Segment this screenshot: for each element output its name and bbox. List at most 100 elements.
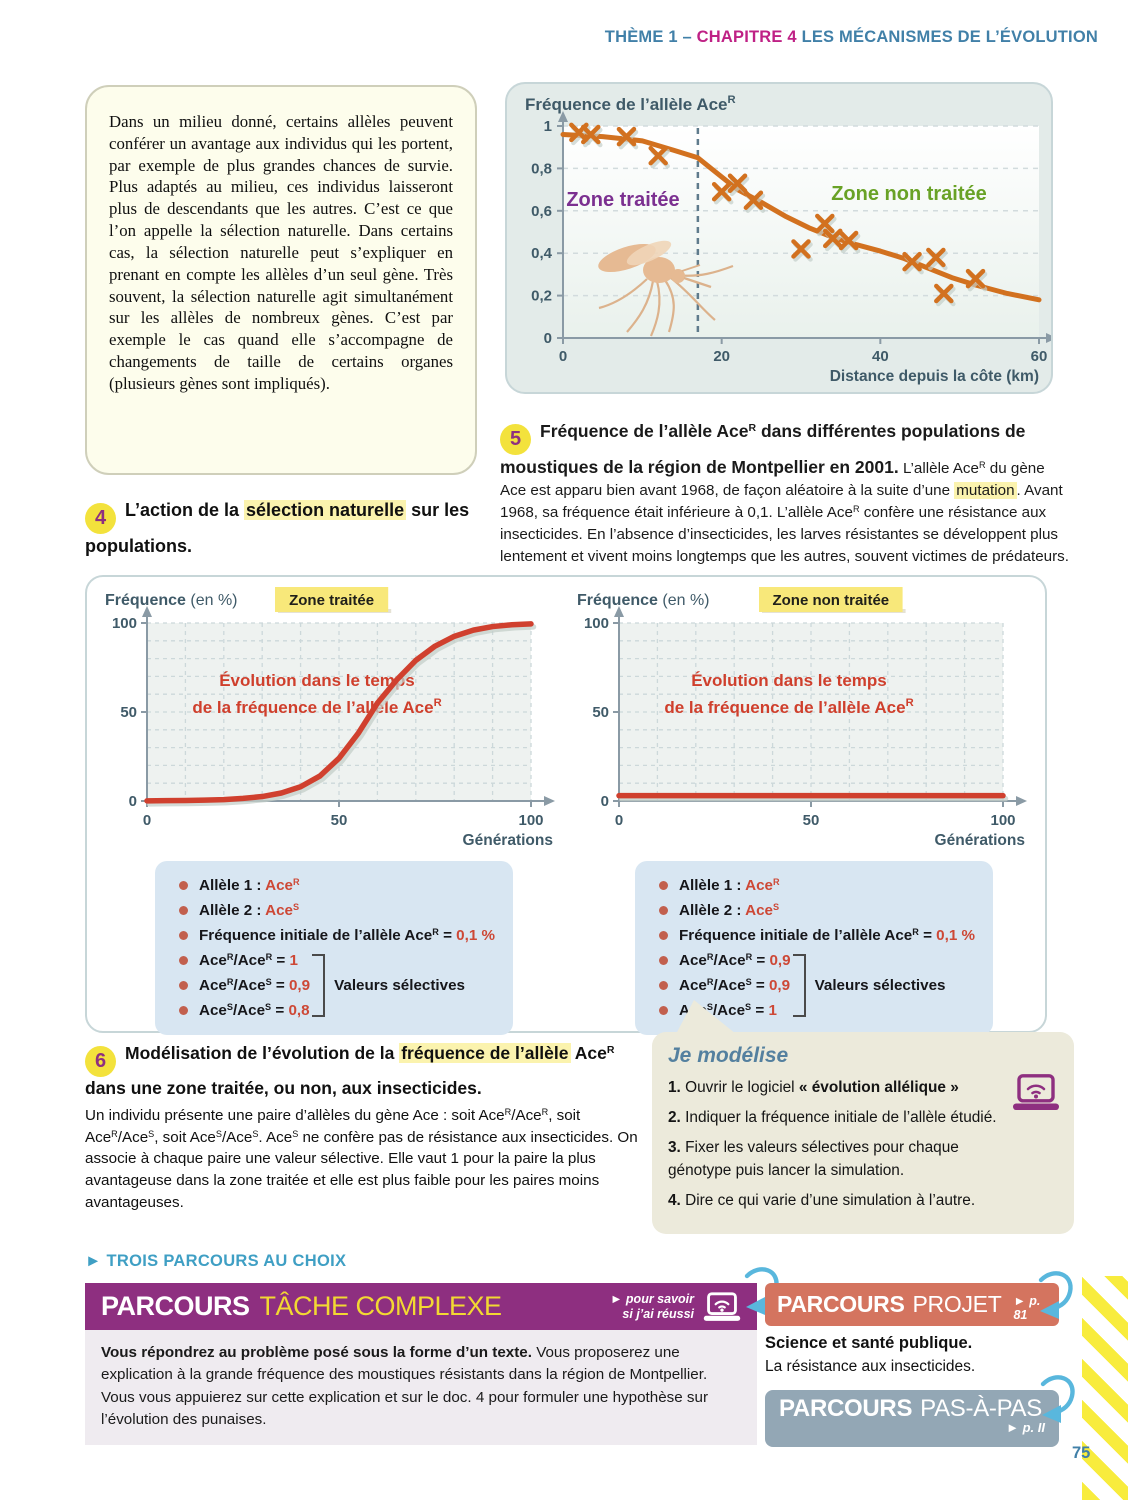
doc5-caption: 5 Fréquence de l’allèle AceR dans différe… (500, 419, 1072, 568)
parcours-tache-complexe: PARCOURS TÂCHE COMPLEXE ► pour savoir si … (85, 1283, 757, 1446)
tache-complexe-banner[interactable]: PARCOURS TÂCHE COMPLEXE ► pour savoir si … (85, 1283, 757, 1330)
doc-badge-6: 6 (85, 1046, 116, 1077)
svg-text:20: 20 (713, 348, 730, 365)
svg-text:Évolution dans le temps: Évolution dans le temps (219, 671, 415, 690)
svg-text:100: 100 (990, 812, 1015, 829)
je-step: 3. Fixer les valeurs sélectives pour cha… (668, 1139, 959, 1180)
scatter-points (569, 122, 988, 307)
header-chapter: THÈME 1 – CHAPITRE 4 LES MÉCANISMES DE L… (605, 28, 1098, 47)
projet-label: PROJET (912, 1291, 1002, 1317)
parcours-pas-a-pas-banner[interactable]: PARCOURS PAS-À-PAS ► p. II (765, 1390, 1059, 1447)
zone-tag (275, 587, 389, 612)
triangle-icon: ► (85, 1252, 102, 1270)
parcours-projet-banner[interactable]: PARCOURS PROJET ► p. 81 (765, 1283, 1059, 1326)
svg-text:Générations: Générations (463, 832, 553, 849)
legend-item: Fréquence initiale de l’allèle AceR = 0,… (659, 923, 981, 948)
svg-text:de la fréquence de l’allèle Ac: de la fréquence de l’allèle AceR (192, 697, 441, 717)
legend-treated: Allèle 1 : AceR Allèle 2 : AceS Fréquence … (155, 861, 513, 1035)
svg-text:Zone traitée: Zone traitée (566, 189, 679, 211)
bullet-icon (659, 931, 668, 940)
parcours-heading: ► TROIS PARCOURS AU CHOIX (85, 1252, 346, 1271)
svg-text:Fréquence de l’allèle AceR: Fréquence de l’allèle AceR (525, 94, 736, 114)
bullet-icon (659, 956, 668, 965)
svg-text:40: 40 (872, 348, 889, 365)
parcours-label: PARCOURS (777, 1291, 905, 1317)
svg-text:Zone non traitée: Zone non traitée (772, 592, 889, 609)
doc5-caption-body: L’allèle AceR du gène Ace est apparu bie… (500, 460, 1069, 566)
doc5-caption-title: Fréquence de l’allèle AceR dans différen… (500, 421, 1026, 478)
pour-savoir-label: ► pour savoir si j’ai réussi (610, 1291, 694, 1321)
doc6-simulation-box: 0 50 100 0 50 100 Générations Fréquence (en %) Z… (85, 575, 1047, 1035)
legend-item: Allèle 2 : AceS (659, 898, 981, 923)
projet-desc-text: La résistance aux insecticides. (765, 1358, 976, 1375)
bullet-icon (659, 881, 668, 890)
je-step: 2. Indiquer la fréquence initiale de l’a… (668, 1109, 997, 1127)
bullet-icon (659, 906, 668, 915)
doc6-caption-body: Un individu présente une paire d’allèles… (85, 1106, 638, 1212)
doc4-text-box: Dans un milieu donné, certains allèles p… (85, 85, 477, 475)
bullet-icon (179, 981, 188, 990)
selective-values-label: Valeurs sélectives (334, 977, 465, 994)
legend-item: Allèle 2 : AceS (179, 898, 501, 923)
svg-text:Zone traitée: Zone traitée (289, 592, 374, 609)
sim-chart-treated: 0 50 100 0 50 100 Générations Fréquence (en %) Z… (105, 587, 555, 849)
bracket (312, 954, 326, 1017)
svg-text:Générations: Générations (935, 832, 1025, 849)
chapter-title: LES MÉCANISMES DE L’ÉVOLUTION (801, 28, 1098, 46)
pour-savoir-link[interactable]: ► pour savoir si j’ai réussi (610, 1292, 741, 1322)
je-modelise-box: Je modélise 1. Ouvrir le logiciel « évol… (652, 1000, 1074, 1234)
legend-item: Allèle 1 : AceR (659, 873, 981, 898)
frequency-curve (144, 621, 534, 804)
je-modelise-steps: 1. Ouvrir le logiciel « évolution alléli… (668, 1076, 1058, 1213)
bullet-icon (179, 956, 188, 965)
svg-text:0,8: 0,8 (531, 160, 552, 177)
svg-text:50: 50 (803, 812, 820, 829)
svg-text:100: 100 (518, 812, 543, 829)
svg-text:Distance depuis la côte (km): Distance depuis la côte (km) (830, 368, 1039, 385)
laptop-wifi-icon (1012, 1074, 1060, 1116)
svg-text:50: 50 (120, 704, 137, 721)
legend-item: AceS/AceS = 0,8 (179, 998, 310, 1023)
doc4-text: Dans un milieu donné, certains allèles p… (109, 112, 453, 393)
je-step: 4. Dire ce qui varie d’une simulation à … (668, 1192, 976, 1210)
svg-text:100: 100 (584, 615, 609, 632)
bullet-icon (179, 906, 188, 915)
svg-text:0: 0 (129, 793, 137, 810)
projet-page-ref[interactable]: ► p. 81 (1013, 1294, 1041, 1322)
svg-text:Fréquence (en %): Fréquence (en %) (577, 592, 710, 609)
doc5-chart-box: 0 0,2 0,4 0,6 0,8 1 0 20 40 60 Distance depuis la … (505, 82, 1057, 394)
legend-item: Fréquence initiale de l’allèle AceR = 0,… (179, 923, 501, 948)
svg-text:de la fréquence de l’allèle Ac: de la fréquence de l’allèle AceR (664, 697, 913, 717)
doc4-caption-text: L’action de la sélection naturelle sur l… (85, 500, 470, 556)
legend-item: AceR/AceS = 0,9 (659, 973, 791, 998)
svg-text:0: 0 (601, 793, 609, 810)
speech-tail (676, 1000, 736, 1034)
parcours-label: PARCOURS (779, 1395, 913, 1422)
bullet-icon (179, 931, 188, 940)
doc-badge-5: 5 (500, 424, 531, 456)
svg-text:Évolution dans le temps: Évolution dans le temps (691, 671, 887, 690)
doc-badge-4: 4 (85, 503, 116, 534)
sim-chart-untreated: 0 50 100 0 50 100 Générations Fréquence (en %) Z… (577, 587, 1027, 849)
doc4-caption: 4 L’action de la sélection naturelle sur … (85, 498, 497, 558)
doc5-frequency-chart: 0 0,2 0,4 0,6 0,8 1 0 20 40 60 Distance depuis la … (525, 94, 1057, 385)
selective-values-label: Valeurs sélectives (814, 977, 946, 994)
selective-values-group: AceR/AceR = 1 AceR/AceS = 0,9 AceS/AceS = … (179, 948, 501, 1023)
svg-text:Fréquence (en %): Fréquence (en %) (105, 592, 238, 609)
svg-text:0,4: 0,4 (531, 245, 553, 262)
legend-item: AceR/AceR = 0,9 (659, 948, 791, 973)
legend-item: AceR/AceR = 1 (179, 948, 310, 973)
svg-text:Zone non traitée: Zone non traitée (831, 183, 987, 205)
svg-text:0,6: 0,6 (531, 203, 552, 220)
pas-a-pas-page-ref[interactable]: ► p. II (1006, 1420, 1045, 1435)
bullet-icon (659, 1006, 668, 1015)
svg-text:0: 0 (544, 330, 552, 347)
laptop-wifi-icon (703, 1291, 741, 1321)
theme-label: THÈME 1 – (604, 28, 692, 46)
svg-text:100: 100 (112, 615, 137, 632)
decorative-stripes (1082, 1276, 1128, 1500)
parcours-label: PARCOURS (101, 1291, 250, 1321)
parcours-heading-label: TROIS PARCOURS AU CHOIX (106, 1252, 347, 1270)
mosquito-icon (598, 240, 734, 337)
